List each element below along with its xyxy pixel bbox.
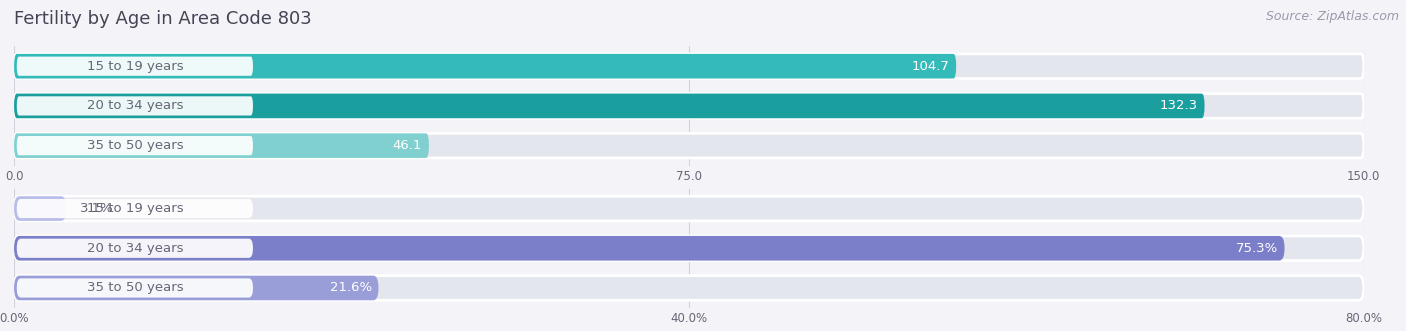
FancyBboxPatch shape (14, 54, 1364, 78)
FancyBboxPatch shape (14, 196, 1364, 221)
FancyBboxPatch shape (14, 133, 429, 158)
FancyBboxPatch shape (17, 57, 253, 76)
Text: 15 to 19 years: 15 to 19 years (87, 60, 183, 73)
FancyBboxPatch shape (17, 136, 253, 155)
FancyBboxPatch shape (14, 276, 378, 300)
Text: 20 to 34 years: 20 to 34 years (87, 242, 183, 255)
Text: 21.6%: 21.6% (329, 281, 371, 295)
Text: 35 to 50 years: 35 to 50 years (87, 281, 183, 295)
FancyBboxPatch shape (14, 94, 1205, 118)
Text: 15 to 19 years: 15 to 19 years (87, 202, 183, 215)
FancyBboxPatch shape (14, 196, 66, 221)
FancyBboxPatch shape (14, 94, 1364, 118)
Text: 75.3%: 75.3% (1236, 242, 1278, 255)
FancyBboxPatch shape (14, 276, 1364, 300)
FancyBboxPatch shape (14, 133, 1364, 158)
Text: Source: ZipAtlas.com: Source: ZipAtlas.com (1265, 10, 1399, 23)
FancyBboxPatch shape (17, 199, 253, 218)
FancyBboxPatch shape (17, 239, 253, 258)
Text: 20 to 34 years: 20 to 34 years (87, 99, 183, 113)
FancyBboxPatch shape (17, 278, 253, 298)
Text: 3.1%: 3.1% (80, 202, 114, 215)
Text: 35 to 50 years: 35 to 50 years (87, 139, 183, 152)
FancyBboxPatch shape (14, 236, 1364, 260)
Text: 104.7: 104.7 (911, 60, 949, 73)
FancyBboxPatch shape (14, 54, 956, 78)
Text: 132.3: 132.3 (1160, 99, 1198, 113)
FancyBboxPatch shape (17, 96, 253, 116)
Text: Fertility by Age in Area Code 803: Fertility by Age in Area Code 803 (14, 10, 312, 28)
Text: 46.1: 46.1 (392, 139, 422, 152)
FancyBboxPatch shape (14, 236, 1285, 260)
